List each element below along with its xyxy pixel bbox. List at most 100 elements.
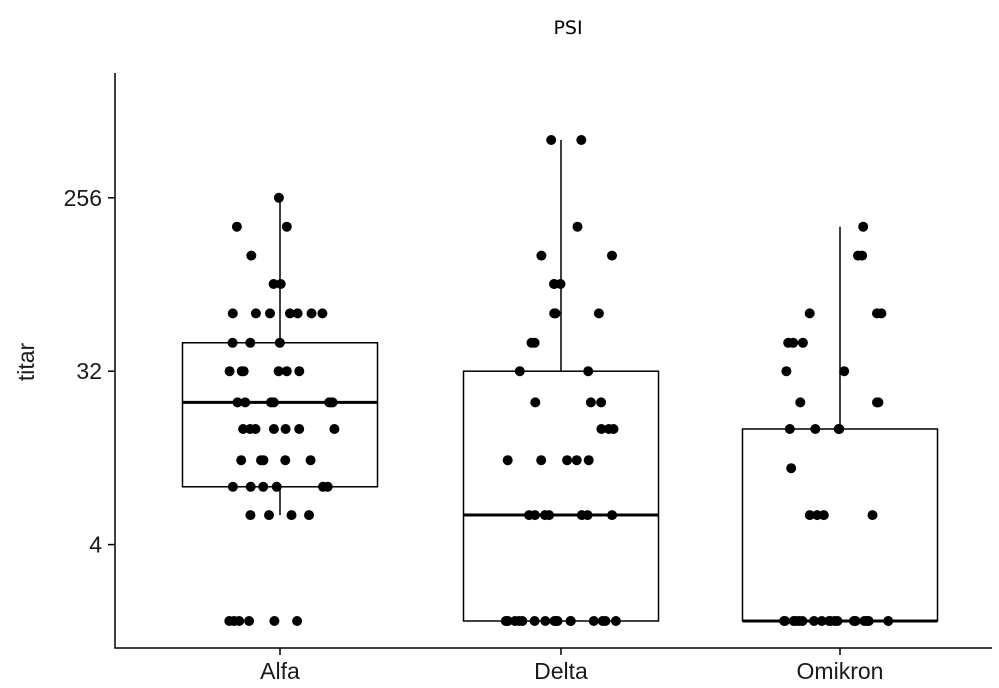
alfa-point-5	[275, 279, 286, 289]
delta-point-20	[596, 424, 607, 434]
delta-point-25	[536, 455, 547, 466]
delta-point-7	[549, 279, 560, 289]
omikron-point-29	[791, 616, 802, 626]
omikron-point-0	[858, 221, 869, 232]
omikron-point-4	[804, 308, 815, 319]
delta-point-4	[536, 250, 547, 261]
alfa-box	[181, 342, 379, 488]
alfa-point-42	[227, 481, 238, 492]
delta-box	[462, 370, 660, 622]
delta-point-31	[529, 510, 540, 521]
omikron-point-39	[850, 616, 861, 626]
omikron-point-40	[809, 616, 819, 626]
y-axis-ticks: 4 32 256	[64, 185, 115, 558]
delta-point-8	[593, 308, 604, 319]
alfa-point-45	[318, 481, 328, 492]
delta-point-32	[607, 510, 618, 521]
x-tick-label-delta: Delta	[534, 658, 588, 684]
y-tick-label-32: 32	[76, 358, 102, 384]
alfa-point-16	[294, 366, 305, 377]
delta-point-34	[540, 616, 551, 626]
delta-point-17	[596, 397, 607, 408]
boxes-layer	[181, 139, 939, 623]
alfa-point-20	[238, 366, 249, 377]
alfa-point-56	[224, 616, 235, 626]
delta-point-22	[571, 455, 582, 466]
delta-point-23	[562, 455, 573, 466]
alfa-point-41	[258, 481, 269, 492]
delta-point-13	[583, 366, 594, 377]
omikron-point-2	[853, 250, 863, 261]
omikron-point-22	[867, 510, 878, 521]
alfa-point-51	[292, 616, 303, 626]
omikron-point-18	[786, 463, 797, 474]
delta-point-19	[603, 424, 614, 434]
alfa-point-35	[245, 424, 256, 434]
alfa-point-38	[236, 455, 247, 466]
delta-point-14	[514, 366, 525, 377]
alfa-point-18	[281, 366, 292, 377]
alfa-point-12	[292, 308, 303, 319]
alfa-point-24	[232, 397, 243, 408]
alfa-point-15	[245, 337, 256, 348]
delta-point-30	[582, 510, 593, 521]
alfa-point-30	[294, 424, 305, 434]
alfa-point-4	[268, 279, 279, 289]
omikron-point-36	[816, 616, 827, 626]
delta-point-46	[529, 616, 540, 626]
omikron-point-37	[883, 616, 894, 626]
omikron-point-15	[784, 424, 795, 434]
alfa-point-11	[306, 308, 317, 319]
alfa-point-44	[245, 481, 256, 492]
delta-point-41	[565, 616, 576, 626]
alfa-point-19	[273, 366, 284, 377]
omikron-point-17	[833, 424, 844, 434]
chart-title: PSI	[553, 17, 582, 39]
alfa-point-21	[224, 366, 235, 377]
alfa-point-0	[273, 192, 284, 203]
omikron-point-13	[795, 397, 806, 408]
delta-point-47	[502, 616, 513, 626]
delta-point-28	[544, 510, 555, 521]
alfa-point-36	[280, 455, 291, 466]
alfa-point-28	[266, 397, 276, 408]
alfa-point-50	[304, 510, 314, 521]
alfa-point-33	[329, 424, 340, 434]
alfa-point-46	[271, 481, 282, 492]
delta-point-48	[517, 616, 528, 626]
alfa-point-29	[280, 424, 291, 434]
omikron-point-8	[788, 337, 799, 348]
alfa-point-9	[265, 308, 275, 319]
alfa-point-47	[245, 510, 256, 521]
delta-point-12	[526, 337, 537, 348]
alfa-point-53	[244, 616, 255, 626]
delta-point-1	[576, 135, 587, 145]
omikron-point-16	[810, 424, 821, 434]
y-tick-label-256: 256	[64, 185, 102, 211]
alfa-point-34	[268, 424, 279, 434]
delta-point-38	[610, 616, 621, 626]
alfa-point-40	[258, 455, 269, 466]
y-axis-title: titar	[13, 342, 39, 381]
alfa-point-1	[281, 221, 292, 232]
alfa-point-7	[317, 308, 328, 319]
omikron-point-32	[779, 616, 790, 626]
omikron-point-12	[873, 397, 884, 408]
delta-point-0	[546, 135, 557, 145]
omikron-point-38	[859, 616, 870, 626]
omikron-point-21	[812, 510, 823, 521]
delta-point-24	[502, 455, 513, 466]
delta-point-3	[607, 250, 617, 261]
alfa-point-49	[264, 510, 274, 521]
alfa-point-6	[227, 308, 238, 319]
alfa-point-48	[286, 510, 297, 521]
alfa-point-14	[274, 337, 285, 348]
omikron-box	[741, 428, 939, 622]
delta-point-10	[549, 308, 560, 319]
alfa-point-10	[250, 308, 261, 319]
delta-point-2	[572, 221, 583, 232]
omikron-point-9	[781, 366, 792, 377]
alfa-point-26	[326, 397, 336, 408]
omikron-point-5	[872, 308, 882, 319]
